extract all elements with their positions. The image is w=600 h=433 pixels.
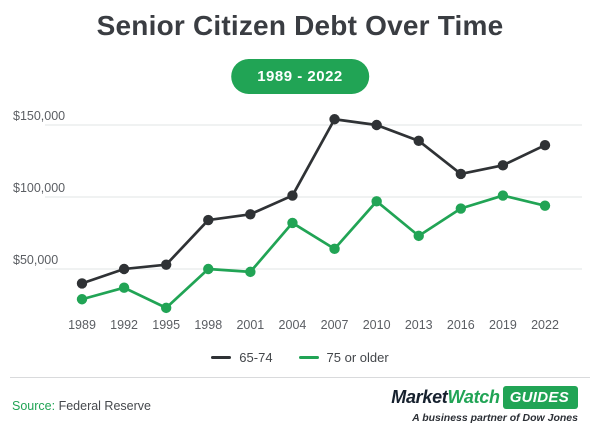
data-point [118, 263, 130, 275]
data-point [497, 160, 509, 171]
data-point [329, 243, 340, 255]
legend-swatch-75-or-older [298, 355, 319, 360]
data-point [329, 114, 340, 125]
legend-item-75-or-older: 75 or older [298, 350, 389, 365]
source-line: Source: Federal Reserve [12, 399, 151, 413]
legend-item-65-74: 65-74 [211, 350, 273, 365]
y-tick-label: $50,000 [13, 253, 58, 267]
chart-legend: 65-74 75 or older [0, 350, 600, 365]
data-point [539, 200, 551, 211]
x-tick-label: 2001 [236, 318, 264, 332]
series-line-1 [80, 194, 547, 310]
x-tick-label: 1998 [194, 318, 222, 332]
data-point [76, 294, 88, 305]
logo-guides-badge: GUIDES [502, 386, 578, 409]
series-line-0 [80, 117, 547, 285]
data-point [203, 263, 214, 275]
legend-label-75-or-older: 75 or older [326, 350, 389, 365]
debt-chart: $150,000 $100,000 $50,000 1989 1992 1995 1998 2… [13, 109, 582, 332]
data-point [245, 209, 256, 220]
x-tick-label: 2004 [279, 318, 307, 332]
source-label: Source: [12, 399, 56, 413]
source-value: Federal Reserve [58, 399, 151, 413]
data-point [371, 196, 382, 207]
data-point [203, 214, 214, 226]
data-point [160, 259, 172, 270]
x-tick-label: 1992 [110, 318, 138, 332]
logo-watch-text: Watch [447, 387, 500, 407]
page-title: Senior Citizen Debt Over Time [96, 10, 504, 41]
y-tick-label: $100,000 [13, 181, 65, 195]
data-point [118, 282, 130, 293]
y-tick-label: $150,000 [13, 109, 65, 123]
data-point [455, 203, 467, 214]
x-tick-label: 2019 [489, 318, 517, 332]
data-point [371, 119, 382, 131]
data-point [413, 135, 424, 147]
x-tick-label: 1995 [152, 318, 180, 332]
data-point [497, 190, 509, 201]
data-point [539, 139, 551, 151]
logo-row: MarketWatch GUIDES [391, 386, 578, 409]
data-point [76, 278, 88, 289]
x-tick-label: 2013 [405, 318, 433, 332]
data-point [245, 266, 256, 278]
data-point [160, 302, 172, 314]
x-tick-label: 2010 [363, 318, 391, 332]
marketwatch-guides-logo: MarketWatch GUIDES A business partner of… [391, 386, 578, 424]
x-tick-label: 2007 [321, 318, 349, 332]
date-range-badge: 1989 - 2022 [231, 59, 369, 94]
data-point [455, 168, 467, 180]
x-tick-label: 1989 [68, 318, 96, 332]
logo-wordmark: MarketWatch [391, 387, 500, 408]
legend-swatch-65-74 [211, 355, 232, 360]
footer-divider [10, 377, 590, 378]
x-tick-label: 2016 [447, 318, 475, 332]
x-tick-label: 2022 [531, 318, 559, 332]
logo-market-text: Market [391, 387, 448, 407]
data-point [287, 190, 298, 201]
data-point [287, 217, 298, 229]
legend-label-65-74: 65-74 [239, 350, 273, 365]
data-point [413, 230, 424, 242]
logo-tagline: A business partner of Dow Jones [412, 412, 578, 424]
